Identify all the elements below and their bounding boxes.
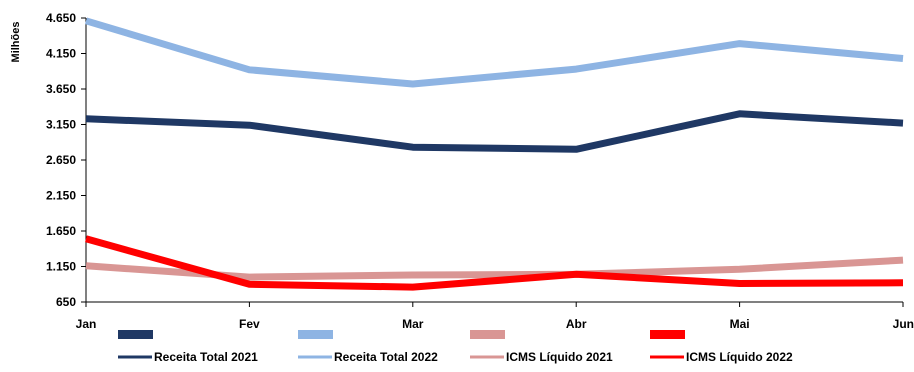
legend-label-4: ICMS Líquido 2022: [686, 350, 793, 364]
series-swatch-3: [470, 330, 505, 339]
x-tick-label: Abr: [566, 317, 587, 331]
y-tick-label: 4.150: [46, 47, 76, 61]
x-tick-label: Jan: [76, 317, 97, 331]
y-tick-label: 3.650: [46, 82, 76, 96]
series-line-2: [84, 17, 904, 88]
x-tick-label: Mar: [402, 317, 424, 331]
series-swatch-1: [118, 330, 153, 339]
legend-label-3: ICMS Líquido 2021: [506, 350, 613, 364]
series-lines: [84, 17, 904, 291]
y-tick-label: 4.650: [46, 11, 76, 25]
x-tick-label: Jun: [893, 317, 914, 331]
x-axis: Jan Fev Mar Abr Mai Jun: [76, 301, 914, 331]
x-tick-label: Fev: [239, 317, 260, 331]
y-tick-label: 3.150: [46, 118, 76, 132]
series-swatches: [118, 330, 685, 339]
x-tick-label: Mai: [730, 317, 750, 331]
legend: Receita Total 2021 Receita Total 2022 ICMS…: [118, 350, 793, 364]
series-line-1: [85, 110, 904, 153]
y-axis: 650 1.150 1.650 2.150 2.650 3.150 3.650 4.150 4.…: [46, 11, 87, 309]
series-swatch-4: [650, 330, 685, 339]
y-tick-label: 2.650: [46, 153, 76, 167]
series-swatch-2: [298, 330, 333, 339]
legend-label-2: Receita Total 2022: [334, 350, 438, 364]
legend-label-1: Receita Total 2021: [154, 350, 258, 364]
y-tick-label: 650: [56, 295, 76, 309]
y-tick-label: 2.150: [46, 189, 76, 203]
y-tick-label: 1.150: [46, 260, 76, 274]
y-tick-label: 1.650: [46, 224, 76, 238]
y-axis-label: Milhões: [10, 22, 22, 63]
series-line-4: [85, 235, 904, 291]
